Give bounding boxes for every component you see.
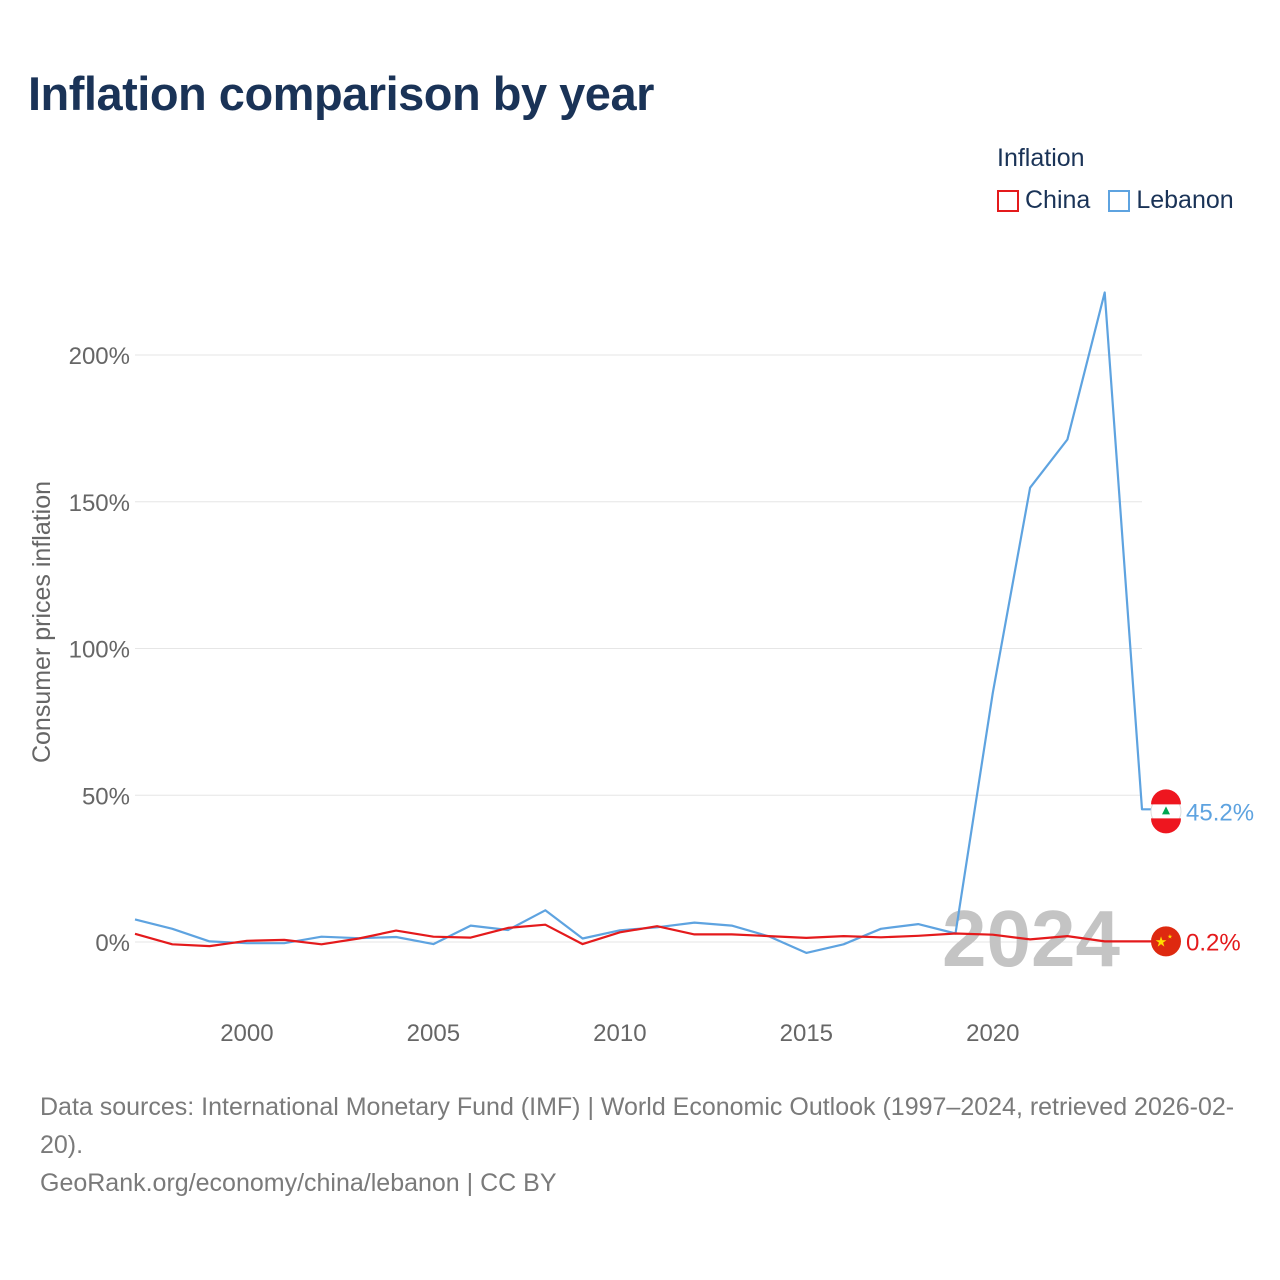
y-tick-label: 50% [82,783,130,810]
series-line-china [134,923,1152,948]
footer: Data sources: International Monetary Fun… [40,1088,1250,1202]
x-tick-label: 2005 [407,1020,460,1047]
footer-sources: Data sources: International Monetary Fun… [40,1093,1235,1159]
x-tick-label: 2000 [220,1020,273,1047]
flag-stripe-bottom [1151,818,1181,834]
y-tick-label: 150% [69,490,130,517]
legend-title: Inflation [997,144,1085,172]
series-lines [134,291,1152,954]
legend-item-china[interactable]: China [997,186,1090,215]
legend-item-lebanon[interactable]: Lebanon [1108,186,1234,215]
legend-label-lebanon: Lebanon [1136,186,1234,214]
y-tick-label: 0% [95,930,130,957]
x-tick-label: 2020 [966,1020,1019,1047]
legend-swatch-china [997,189,1019,212]
flag-lebanon-icon [1150,789,1182,834]
chart-title: Inflation comparison by year [28,67,654,120]
y-tick-label: 100% [69,637,130,664]
gridlines [135,354,1142,943]
flag-cedar [1162,806,1170,815]
flag-star-small: ★ [1167,933,1172,940]
legend-swatch-lebanon [1108,189,1131,212]
legend-label-china: China [1025,186,1091,214]
x-tick-label: 2010 [593,1020,646,1047]
flag-china-icon: ★ ★ [1151,926,1181,957]
end-value-label-lebanon: 45.2% [1186,799,1254,826]
legend: China Lebanon [997,186,1234,215]
footer-credit[interactable]: GeoRank.org/economy/china/lebanon | CC B… [40,1169,557,1197]
x-tick-label: 2015 [780,1020,833,1047]
y-axis-ticks: 0% 50% 100% 150% 200% [69,343,130,957]
x-axis-ticks: 2000 2005 2010 2015 2020 [220,1020,1019,1047]
end-value-label-china: 0.2% [1186,929,1241,956]
series-line-lebanon [134,291,1152,954]
y-tick-label: 200% [69,343,130,370]
end-markers: ★ ★ 0.2%45.2% [1150,789,1254,957]
line-chart: 0% 50% 100% 150% 200% 2000 2005 2010 2015 2020 C… [28,291,1254,1047]
y-axis-label: Consumer prices inflation [28,481,56,763]
flag-stripe-top [1151,789,1181,805]
flag-circle [1151,926,1181,957]
flag-star: ★ [1155,934,1168,950]
